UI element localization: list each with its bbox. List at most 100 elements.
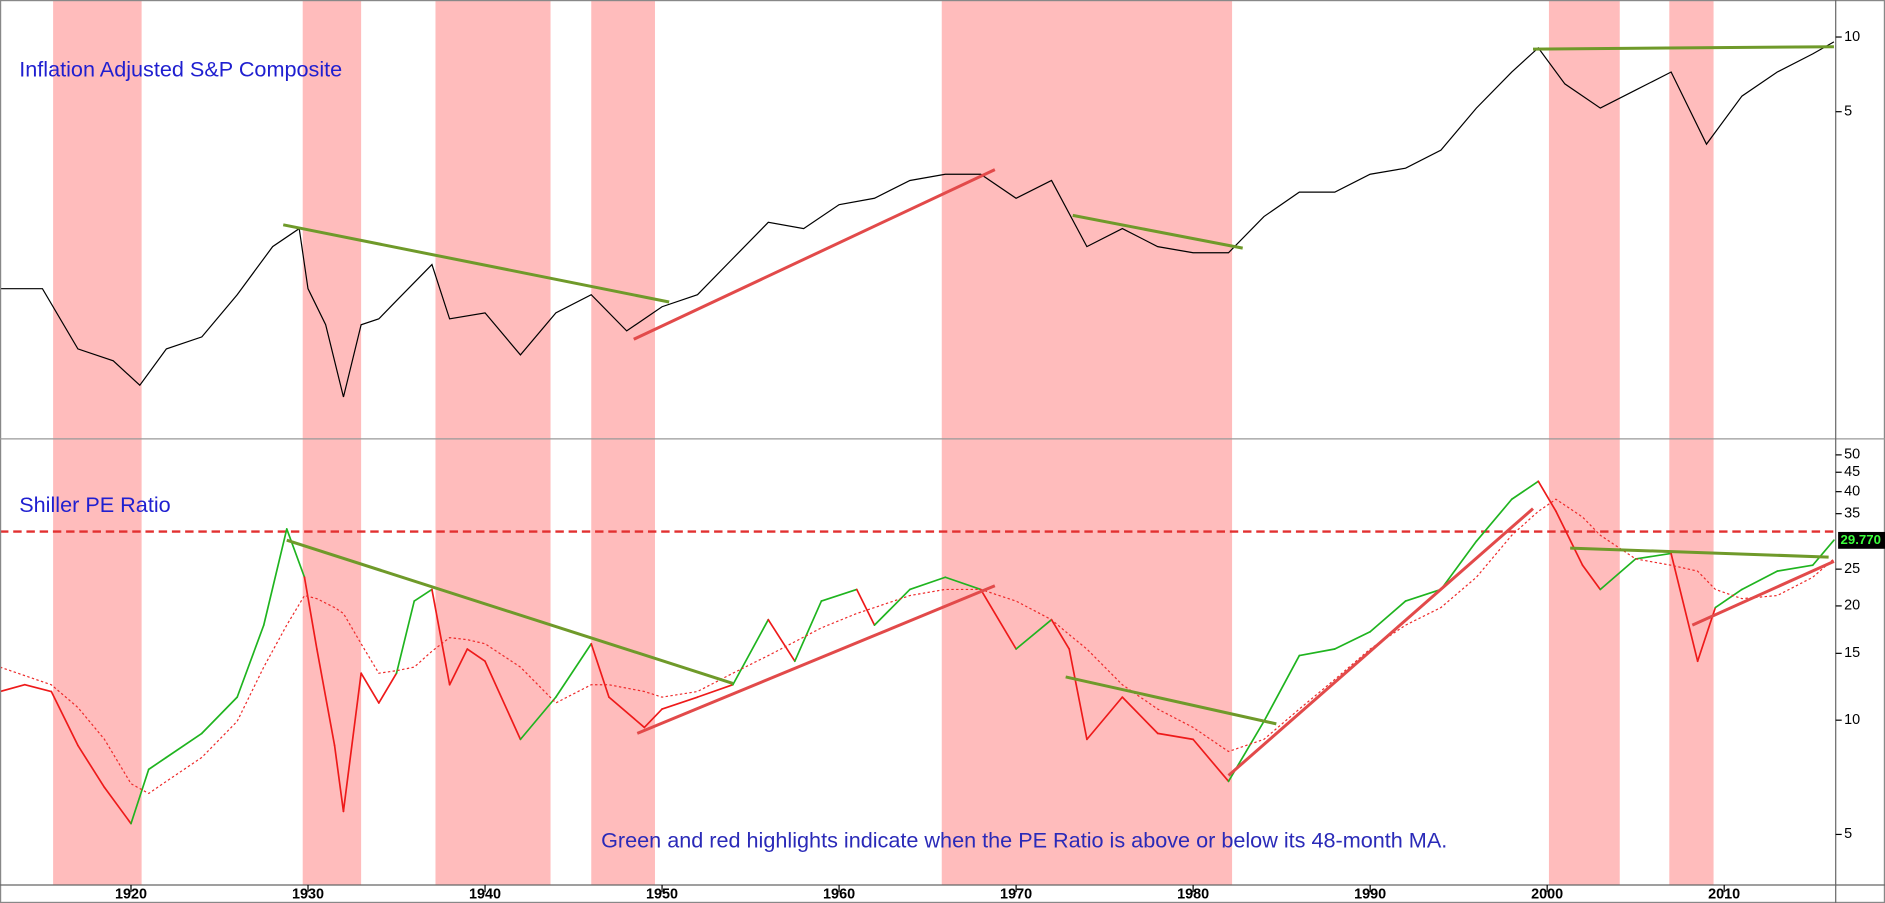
x-tick-label: 1950 — [646, 886, 678, 902]
trendline — [1072, 213, 1243, 250]
y-tick-label: 5 — [1844, 826, 1852, 842]
pe-segment — [1581, 564, 1602, 591]
pe-segment — [466, 648, 486, 663]
pe-segment — [1537, 480, 1557, 513]
pe-segment — [342, 672, 362, 813]
trendline — [1065, 675, 1277, 726]
pe-segment — [1156, 732, 1194, 741]
pe-segment — [1298, 648, 1336, 657]
pe-segment — [1015, 618, 1053, 650]
x-tick-label: 1980 — [1177, 886, 1209, 902]
pe-segment — [165, 732, 203, 759]
trendline — [1570, 546, 1829, 559]
pe-segment — [333, 744, 345, 813]
y-tick-label: 40 — [1844, 483, 1860, 499]
shaded-period — [941, 0, 1233, 885]
shaded-period — [1669, 0, 1714, 885]
pe-segment — [395, 600, 416, 675]
pe-segment — [1086, 696, 1124, 741]
pe-segment — [855, 588, 876, 626]
pe-segment — [1333, 630, 1371, 650]
pe-segment — [77, 744, 106, 789]
pe-segment — [696, 683, 734, 698]
pe-segment — [1050, 618, 1071, 650]
trendline — [1532, 45, 1834, 51]
x-tick-label: 1970 — [1000, 886, 1032, 902]
pe-segment — [1440, 540, 1478, 591]
pe-segment — [236, 624, 265, 698]
pe-segment — [103, 786, 132, 825]
pe-segment — [484, 660, 522, 741]
x-tick-label: 1940 — [469, 886, 501, 902]
last-value-box — [1838, 531, 1885, 549]
x-tick-label: 1960 — [823, 886, 855, 902]
pe-segment — [793, 600, 823, 663]
y-tick-label: 10 — [1844, 712, 1860, 728]
x-tick-label: 1930 — [292, 886, 324, 902]
pe-segment — [1741, 570, 1779, 591]
y-tick-label: 20 — [1844, 598, 1860, 614]
y-tick-label: 5 — [1844, 104, 1852, 120]
x-tick-label: 1920 — [115, 886, 147, 902]
pe-segment — [1121, 696, 1159, 735]
pe-segment — [1634, 552, 1672, 560]
pe-segment — [643, 708, 663, 729]
pe-segment — [130, 768, 150, 825]
last-value-label: 29.770 — [1841, 532, 1881, 547]
pe-segment — [303, 576, 318, 650]
pe-segment — [1555, 510, 1584, 567]
pe-segment — [200, 696, 239, 735]
pe-segment — [1404, 588, 1442, 602]
pe-segment — [1475, 498, 1513, 543]
chart-title: Inflation Adjusted S&P Composite — [19, 57, 342, 82]
pe-segment — [0, 683, 26, 693]
y-tick-label: 35 — [1844, 505, 1860, 521]
pe-segment — [50, 690, 79, 747]
pe-segment — [285, 528, 306, 579]
trendline — [286, 538, 734, 685]
pe-segment — [608, 696, 646, 729]
pe-segment — [360, 672, 380, 704]
shaded-period — [1548, 0, 1620, 885]
pe-segment — [1192, 738, 1230, 783]
pe-segment — [820, 588, 858, 602]
price-line — [0, 41, 1835, 398]
pe-segment — [1714, 588, 1743, 609]
pe-segment — [1068, 648, 1088, 741]
pe-segment — [147, 756, 168, 771]
trendline — [1227, 507, 1534, 777]
y-tick-label: 10 — [1844, 29, 1860, 45]
annotation: Green and red highlights indicate when t… — [601, 827, 1447, 852]
pe-segment — [944, 576, 982, 591]
y-tick-label: 50 — [1844, 447, 1860, 463]
shaded-period — [435, 0, 551, 885]
pe-segment — [1670, 552, 1699, 663]
pe-segment — [555, 642, 593, 698]
pe-segment — [1599, 558, 1637, 591]
y-tick-label: 45 — [1844, 464, 1860, 480]
x-tick-label: 2000 — [1531, 886, 1563, 902]
pe-segment — [1510, 480, 1540, 501]
pe-segment — [1776, 564, 1814, 572]
pe-segment — [1811, 539, 1835, 567]
shading-layer — [53, 0, 1714, 885]
pe-segment — [519, 696, 557, 741]
line-layer — [0, 41, 1836, 825]
shaded-period — [53, 0, 142, 885]
pe-segment — [431, 588, 451, 686]
pe-segment — [316, 648, 336, 747]
pe-segment — [590, 642, 610, 698]
pe-segment — [661, 696, 699, 710]
x-tick-label: 1990 — [1354, 886, 1386, 902]
x-tick-label: 2010 — [1708, 886, 1740, 902]
pe-segment — [377, 672, 398, 704]
pe-segment — [873, 588, 911, 626]
y-tick-label: 15 — [1844, 645, 1860, 661]
pe-segment — [1369, 600, 1407, 633]
trendline — [636, 584, 996, 735]
shaded-period — [302, 0, 362, 885]
